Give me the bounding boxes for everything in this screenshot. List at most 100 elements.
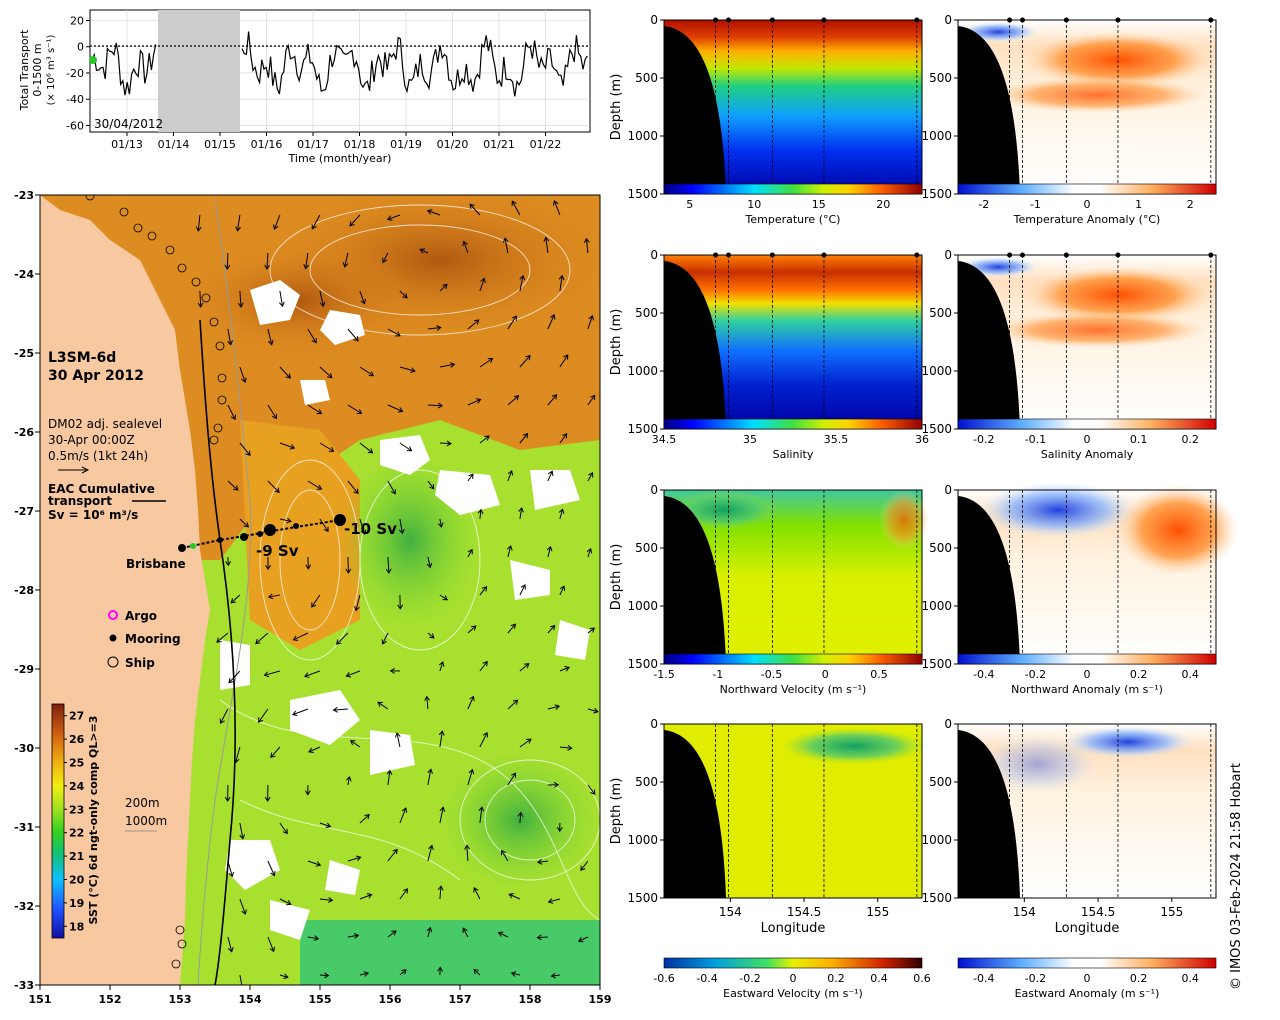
velocity-arrow-head xyxy=(589,627,596,633)
section-panel-salinity: 34.5 35 35.5 36 Salinity 0 500 1000 1500 Depth (m… xyxy=(609,248,929,461)
sealevel-label-line-3: 0.5m/s (1kt 24h) xyxy=(48,449,148,463)
velocity-arrow-head xyxy=(325,822,332,829)
velocity-arrow-head xyxy=(427,768,434,774)
velocity-arrow-head xyxy=(349,740,356,746)
velocity-arrow-head xyxy=(332,706,338,713)
sst-colorbar-tick-label: 18 xyxy=(69,920,84,933)
velocity-arrow-head xyxy=(474,319,480,325)
velocity-arrow-head xyxy=(353,488,359,495)
velocity-arrow xyxy=(547,625,555,634)
velocity-arrow-head xyxy=(481,585,488,592)
section-colorbar-tick-label: 0.2 xyxy=(1130,668,1148,681)
eac-current-path xyxy=(199,319,236,985)
depth-tick-label: 500 xyxy=(929,541,952,555)
velocity-arrow xyxy=(519,355,531,368)
velocity-arrow xyxy=(279,974,288,978)
velocity-arrow xyxy=(519,812,522,824)
velocity-arrow-head xyxy=(559,585,566,591)
mooring-marker xyxy=(293,523,299,529)
depth-tick-label: 0 xyxy=(650,13,658,27)
mooring-marker-green xyxy=(190,543,196,549)
velocity-arrow xyxy=(559,433,568,444)
velocity-arrow-head xyxy=(558,508,565,514)
velocity-arrow-head xyxy=(239,834,246,840)
velocity-arrow xyxy=(427,845,433,862)
section-colorbar xyxy=(663,653,923,665)
section-colorbar-label: Eastward Velocity (m s⁻¹) xyxy=(723,987,863,1000)
velocity-arrow-head xyxy=(512,699,519,705)
velocity-arrow xyxy=(559,666,570,672)
velocity-arrow-head xyxy=(426,926,433,933)
section-colorbar-tick-label: -0.2 xyxy=(1025,972,1046,985)
sst-colorbar-tick-label: 19 xyxy=(69,897,84,910)
map-lat-tick-label: -24 xyxy=(14,268,34,281)
velocity-arrow xyxy=(547,546,552,558)
velocity-arrow xyxy=(439,594,448,601)
velocity-arrow-head xyxy=(558,274,565,281)
velocity-arrow-head xyxy=(511,200,517,206)
velocity-arrow-head xyxy=(269,946,276,953)
section-colorbar-tick-label: -1 xyxy=(1030,198,1041,211)
velocity-arrow-head xyxy=(315,861,322,867)
transport-x-tick-label: 01/21 xyxy=(483,138,515,151)
section-panel-eastward-anomaly: -0.4 -0.2 0 0.2 0.4 Eastward Anomaly (m s⁻¹) 0… xyxy=(921,717,1217,1000)
velocity-arrow xyxy=(267,404,277,419)
velocity-arrow xyxy=(467,625,477,634)
section-colorbar-tick-label: 2 xyxy=(1187,198,1194,211)
depth-tick-label: 0 xyxy=(944,717,952,731)
velocity-arrow-head xyxy=(526,738,532,744)
velocity-arrow xyxy=(519,507,523,520)
map-lon-tick-label: 151 xyxy=(29,993,52,1006)
velocity-arrow xyxy=(355,594,361,611)
velocity-arrow-head xyxy=(522,432,529,439)
velocity-arrow xyxy=(551,974,560,977)
velocity-arrow-head xyxy=(197,302,204,308)
section-colorbar-tick-label: -2 xyxy=(978,198,989,211)
velocity-arrow xyxy=(547,314,555,330)
velocity-arrow xyxy=(349,214,361,227)
velocity-arrow-head xyxy=(216,637,222,643)
velocity-arrow xyxy=(507,545,512,558)
velocity-arrow-head xyxy=(401,969,407,975)
velocity-arrow xyxy=(266,252,269,270)
depth-axis-label: Depth (m) xyxy=(609,778,624,845)
velocity-arrow-head xyxy=(195,226,202,232)
velocity-arrow-head xyxy=(328,446,335,452)
australian-coast xyxy=(40,195,210,985)
sst-colorbar-label-wrap: SST (°C) 6d ngt-only comp QL>=3 xyxy=(87,716,100,925)
velocity-arrow xyxy=(479,435,490,444)
map-lat-tick-label: -29 xyxy=(14,663,34,676)
velocity-arrow xyxy=(346,670,361,677)
velocity-arrow xyxy=(347,934,359,938)
velocity-arrow xyxy=(258,708,269,723)
depth-tick-label: 500 xyxy=(635,306,658,320)
velocity-arrow xyxy=(553,200,561,216)
velocity-arrow-head xyxy=(397,604,404,610)
velocity-arrow xyxy=(504,238,509,254)
eac-label-line-1: EAC Cumulative xyxy=(48,482,155,496)
velocity-arrow xyxy=(264,670,281,676)
velocity-arrow xyxy=(467,319,480,330)
depth-tick-label: 0 xyxy=(650,248,658,262)
velocity-arrow-head xyxy=(385,568,392,574)
section-colorbar-tick-label: 10 xyxy=(747,198,761,211)
velocity-arrow-head xyxy=(518,507,524,513)
velocity-arrow xyxy=(547,470,553,482)
velocity-arrow-head xyxy=(588,314,594,321)
velocity-arrow xyxy=(359,442,373,454)
velocity-arrow xyxy=(399,888,408,900)
velocity-arrow xyxy=(311,214,321,230)
depth-axis-label-wrap: Depth (m) xyxy=(609,544,624,611)
velocity-arrow-head xyxy=(311,338,317,344)
velocity-arrow xyxy=(387,770,391,786)
section-colorbar-tick-label: -0.1 xyxy=(1025,433,1046,446)
velocity-arrow xyxy=(507,395,519,406)
velocity-arrow-head xyxy=(273,224,279,230)
velocity-arrow xyxy=(199,290,202,308)
velocity-arrow xyxy=(466,845,469,862)
section-colorbar-tick-label: 0.1 xyxy=(1130,433,1148,446)
sst-map-field xyxy=(40,195,600,985)
velocity-arrow-head xyxy=(237,302,244,308)
velocity-arrow-head xyxy=(508,893,514,899)
longitude-tick-label: 154 xyxy=(1013,905,1036,919)
